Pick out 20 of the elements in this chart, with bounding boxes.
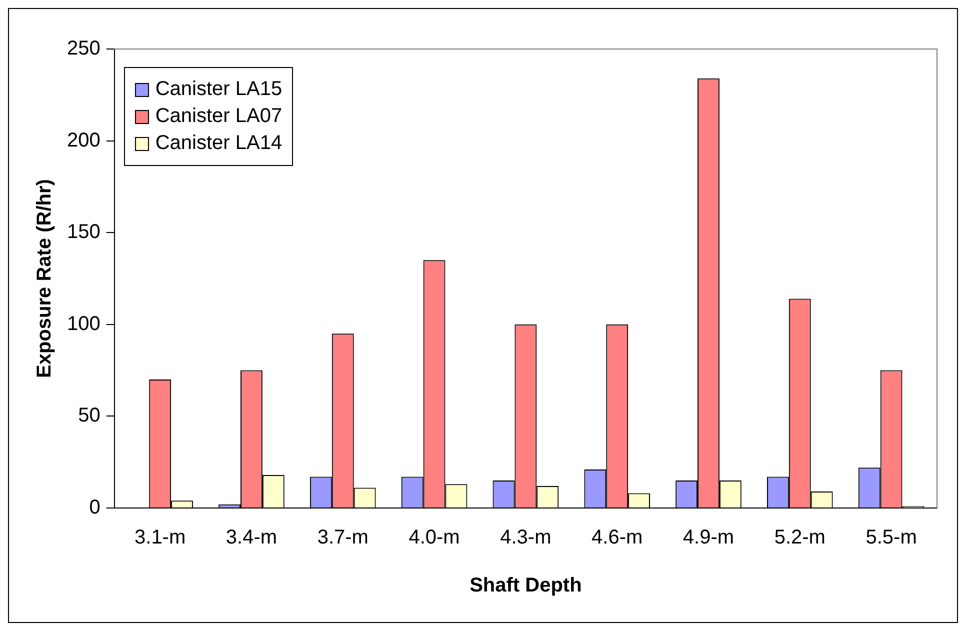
x-tick-label: 3.7-m: [317, 526, 368, 549]
y-tick-label: 250: [66, 38, 100, 60]
x-tick-label: 5.5-m: [866, 526, 917, 549]
y-tick-label: 100: [66, 312, 100, 335]
x-tick-label: 4.3-m: [500, 526, 552, 549]
x-tick-label: 3.1-m: [134, 526, 186, 549]
legend-label: Canister LA07: [155, 105, 282, 128]
x-tick-label: 5.2-m: [774, 526, 826, 549]
legend-label: Canister LA14: [155, 132, 282, 155]
y-tick-label: 0: [89, 496, 100, 519]
y-tick-label: 50: [78, 404, 100, 427]
x-tick-label: 4.6-m: [592, 526, 643, 549]
y-tick-label: 150: [66, 221, 100, 244]
x-tick-label: 3.4-m: [226, 526, 278, 549]
x-tick-label: 4.0-m: [408, 526, 460, 549]
y-axis-title: Exposure Rate (R/hr): [34, 179, 56, 378]
x-axis-title: Shaft Depth: [470, 574, 582, 597]
y-tick-label: 200: [66, 129, 100, 152]
x-tick-label: 4.9-m: [682, 526, 734, 549]
legend-label: Canister LA15: [155, 78, 282, 101]
